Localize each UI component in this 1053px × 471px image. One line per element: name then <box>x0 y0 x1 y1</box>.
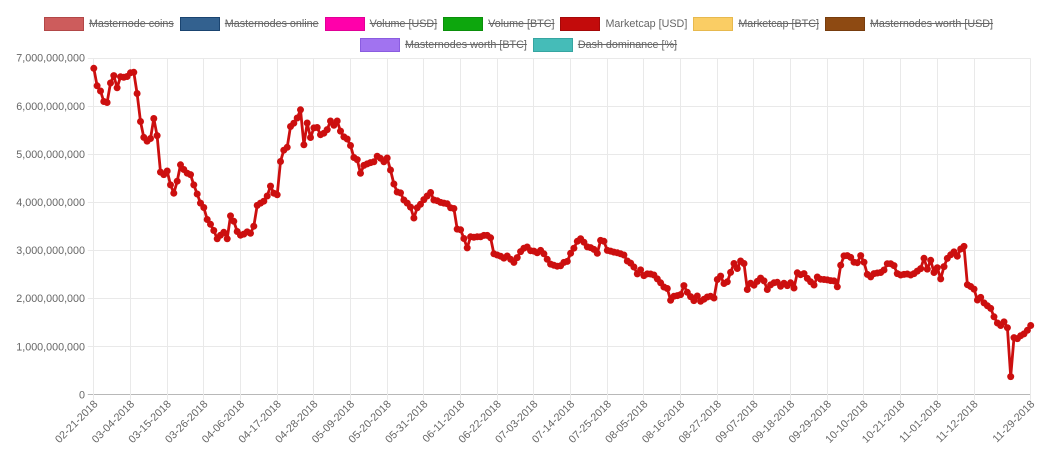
svg-text:7,000,000,000: 7,000,000,000 <box>16 53 85 65</box>
svg-text:4,000,000,000: 4,000,000,000 <box>16 197 85 209</box>
svg-text:1,000,000,000: 1,000,000,000 <box>16 341 85 353</box>
svg-text:2,000,000,000: 2,000,000,000 <box>16 293 85 305</box>
svg-text:5,000,000,000: 5,000,000,000 <box>16 149 85 161</box>
svg-text:11-29-2018: 11-29-2018 <box>991 398 1038 445</box>
svg-text:0: 0 <box>79 389 85 401</box>
svg-text:6,000,000,000: 6,000,000,000 <box>16 101 85 113</box>
svg-text:3,000,000,000: 3,000,000,000 <box>16 245 85 257</box>
